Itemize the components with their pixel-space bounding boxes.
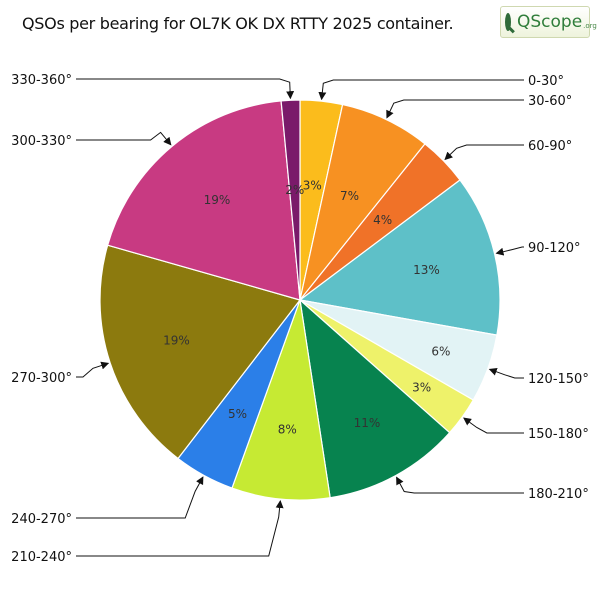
leader-line-210-240 [76, 500, 284, 557]
slice-pct-label-120-150: 6% [431, 345, 450, 359]
slice-210-240[interactable] [231, 299, 331, 501]
slice-270-300[interactable] [99, 244, 302, 460]
leader-line-0-30 [318, 79, 524, 101]
leader-line-30-60 [386, 99, 524, 119]
category-label-330-360: 330-360° [11, 73, 72, 88]
slice-pct-label-90-120: 13% [413, 263, 440, 277]
slice-pct-label-270-300: 19% [163, 334, 190, 348]
slice-pct-label-240-270: 5% [228, 407, 247, 421]
logo-text: QScope [517, 12, 583, 32]
slice-180-210[interactable] [299, 298, 451, 499]
chart-title: QSOs per bearing for OL7K OK DX RTTY 202… [22, 14, 454, 33]
slice-pct-label-300-330: 19% [204, 193, 231, 207]
leader-line-330-360 [76, 78, 295, 100]
category-label-0-30: 0-30° [528, 74, 564, 89]
leader-line-240-270 [76, 476, 204, 519]
slice-pct-label-180-210: 11% [354, 416, 381, 430]
leader-line-270-300 [76, 361, 110, 378]
category-label-120-150: 120-150° [528, 372, 589, 387]
category-label-180-210: 180-210° [528, 487, 589, 502]
logo-suffix: .org [583, 22, 597, 30]
leader-line-180-210 [396, 476, 524, 494]
slice-pct-label-0-30: 3% [303, 179, 322, 193]
category-label-90-120: 90-120° [528, 241, 581, 256]
category-label-150-180: 150-180° [528, 427, 589, 442]
slice-pct-label-30-60: 7% [340, 189, 359, 203]
category-label-300-330: 300-330° [11, 134, 72, 149]
leader-line-60-90 [444, 144, 524, 161]
category-label-240-270: 240-270° [11, 512, 72, 527]
leader-line-300-330 [76, 131, 172, 146]
magnifier-icon [505, 13, 511, 31]
slice-pct-label-210-240: 8% [278, 422, 297, 436]
category-label-210-240: 210-240° [11, 550, 72, 565]
slice-90-120[interactable] [298, 179, 501, 336]
category-label-270-300: 270-300° [11, 371, 72, 386]
leader-line-90-120 [495, 246, 524, 256]
qscope-logo[interactable]: QScope .org [500, 6, 597, 38]
slice-pct-label-330-360: 2% [285, 183, 304, 197]
leader-line-120-150 [488, 367, 524, 379]
slice-pct-label-60-90: 4% [373, 213, 392, 227]
category-label-60-90: 60-90° [528, 139, 572, 154]
slice-300-330[interactable] [106, 100, 301, 301]
slice-330-360[interactable] [280, 99, 301, 301]
category-label-30-60: 30-60° [528, 94, 572, 109]
slice-pct-label-150-180: 3% [412, 381, 431, 395]
leader-line-150-180 [463, 417, 524, 434]
